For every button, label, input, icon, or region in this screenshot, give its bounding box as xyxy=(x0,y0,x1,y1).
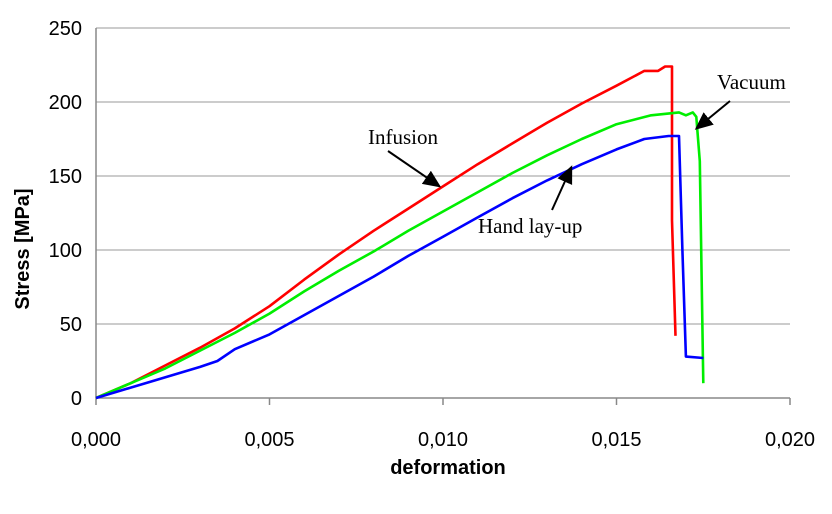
gridlines xyxy=(96,27,790,325)
x-tick-label: 0,015 xyxy=(591,429,641,451)
y-tick-label: 100 xyxy=(49,240,82,262)
series-line-hand-lay-up xyxy=(95,134,704,400)
x-tick-label: 0,020 xyxy=(765,429,815,451)
annotation-label-hand-lay-up: Hand lay-up xyxy=(478,214,582,238)
x-axis-title: deformation xyxy=(390,457,506,479)
annotation-label-vacuum: Vacuum xyxy=(717,70,786,94)
series-lines xyxy=(95,65,705,400)
y-tick-label: 50 xyxy=(60,314,82,336)
annotations: Infusion Vacuum Hand lay-up xyxy=(368,70,786,238)
series-line-infusion xyxy=(95,65,677,400)
y-tick-label: 150 xyxy=(49,166,82,188)
annotation-arrow-infusion xyxy=(387,150,442,188)
series-line-vacuum xyxy=(95,111,705,400)
x-tick-label: 0,005 xyxy=(244,429,294,451)
axes xyxy=(95,28,791,405)
annotation-label-infusion: Infusion xyxy=(368,125,438,149)
annotation-arrow-hand-lay-up xyxy=(551,165,573,211)
y-tick-label: 250 xyxy=(49,18,82,40)
x-tick-label: 0,000 xyxy=(71,429,121,451)
y-tick-label: 200 xyxy=(49,92,82,114)
y-tick-labels: 0 50 100 150 200 250 xyxy=(49,18,82,410)
y-axis-title: Stress [MPa] xyxy=(12,188,34,309)
x-tick-label: 0,010 xyxy=(418,429,468,451)
x-tick-labels: 0,000 0,005 0,010 0,015 0,020 xyxy=(71,429,815,451)
annotation-arrow-vacuum xyxy=(694,100,731,130)
y-tick-label: 0 xyxy=(71,388,82,410)
